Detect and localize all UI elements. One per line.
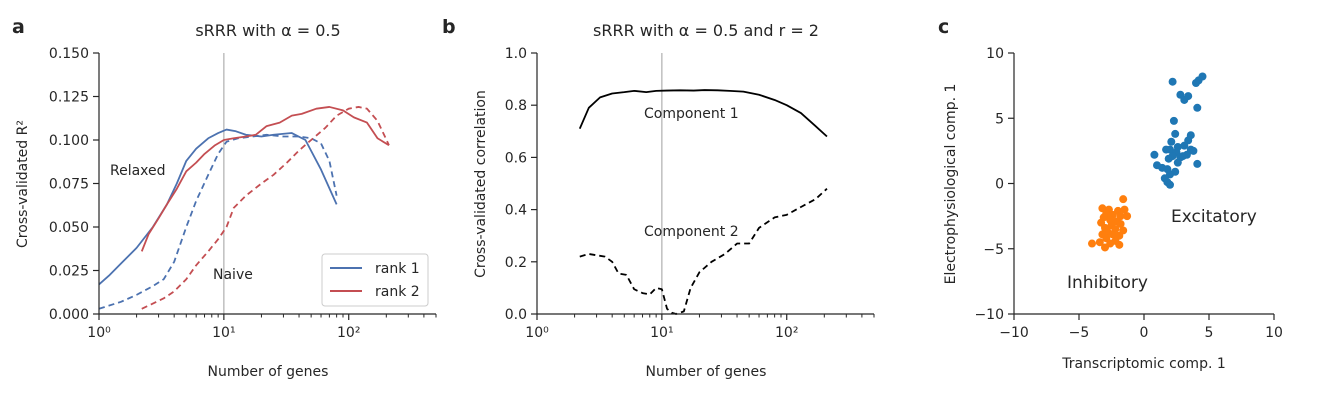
panel-c-plot-area: −10 −5 0 5 10 −10 −5 0 5 10 (974, 46, 1282, 341)
panel-b-ytick-label: 0.0 (505, 307, 527, 323)
panel-a-ytick-label: 0.025 (49, 264, 89, 280)
panel-c-series-excitatory-point-12 (1167, 137, 1176, 146)
panel-a-series-rank-1-line (98, 128, 338, 286)
panel-a-ytick-label: 0.075 (49, 177, 89, 193)
panel-c-series-inhibitory-point-9 (1123, 212, 1132, 221)
panel-c-ytick-label: −10 (974, 307, 1004, 323)
panel-a-ytick-label: 0.100 (49, 133, 89, 149)
panel-b-ytick-label: 0.2 (505, 255, 527, 271)
panel-b-series-component-1-line (578, 89, 828, 138)
panel-a-ylabel: Cross-validated R² (15, 120, 31, 248)
panel-c-annotation-inhibitory: Inhibitory (1067, 273, 1148, 293)
panel-c-ylabel: Electrophysiological comp. 1 (943, 84, 959, 285)
panel-c-xlabel: Transcriptomic comp. 1 (1061, 356, 1226, 372)
panel-b-title: sRRR with α = 0.5 and r = 2 (593, 21, 819, 40)
panel-c-series-excitatory-point-0 (1168, 77, 1177, 86)
panel-c-ytick-label: 0 (995, 177, 1004, 193)
panel-c-series-inhibitory-point-13 (1116, 219, 1125, 228)
panel-a-annotation-relaxed: Relaxed (110, 163, 166, 179)
panel-a-xtick-label: 10¹ (212, 325, 235, 341)
panel-c-annotation-excitatory: Excitatory (1171, 207, 1257, 227)
panel-c-series-inhibitory-point-20 (1108, 230, 1117, 239)
panel-a-xtick-label: 10² (337, 325, 360, 341)
panel-c-series-excitatory-point-3 (1192, 79, 1200, 88)
panel-b-plot-area: 10⁰ 10¹ 10² 0.0 0.2 0.4 0.6 0.8 1.0 (505, 46, 875, 341)
panel-b-xtick-label: 10¹ (650, 325, 673, 341)
panel-a-series-rank-2-line (140, 106, 390, 252)
panel-b-annotation-component-2: Component 2 (644, 224, 739, 240)
panel-c-series-excitatory-point-27 (1193, 159, 1202, 168)
panel-a-series-rank-1-naive-line (98, 133, 338, 310)
panel-c-series-excitatory-point-23 (1182, 150, 1191, 159)
panel-label-b: b (442, 16, 456, 38)
panel-c-series-excitatory-point-26 (1173, 158, 1182, 167)
panel-c-ytick-label: −5 (983, 242, 1004, 258)
panel-a-ytick-label: 0.150 (49, 46, 89, 62)
panel-c-xtick-label: 10 (1265, 325, 1283, 341)
panel-label-a: a (12, 16, 25, 38)
panel-c-ytick-label: 5 (995, 111, 1004, 127)
panel-a-chart: 10⁰ 10¹ 10² 0.000 0.025 0.050 0.075 0.100 0.125 0… (15, 21, 437, 380)
panel-c-series-excitatory-point-14 (1180, 141, 1189, 150)
panel-c-series-excitatory-point-6 (1184, 92, 1193, 101)
panel-c-xtick-label: −10 (999, 325, 1029, 341)
panel-a-annotation-naive: Naive (213, 267, 253, 283)
panel-c-series-excitatory-point-35 (1166, 180, 1174, 189)
panel-a-title: sRRR with α = 0.5 (195, 21, 340, 40)
panel-c-series-excitatory-point-2 (1198, 72, 1207, 81)
panel-b-xtick-label: 10⁰ (525, 325, 549, 341)
legend-label-rank-2: rank 2 (375, 284, 420, 300)
panel-a-legend: rank 1 rank 2 (321, 253, 429, 307)
panel-b-ytick-label: 0.6 (505, 150, 527, 166)
panel-b-series-component-2-line (579, 188, 828, 315)
panel-c-xtick-label: −5 (1069, 325, 1090, 341)
panel-c-series-excitatory (1150, 72, 1207, 189)
legend-label-rank-1: rank 1 (375, 261, 420, 277)
panel-b-ytick-label: 0.8 (505, 98, 527, 114)
panel-c-series-inhibitory-point-27 (1088, 239, 1096, 248)
panel-a-ytick-label: 0.125 (49, 90, 89, 106)
panel-c-series-excitatory-point-7 (1193, 103, 1202, 112)
panel-a-xtick-label: 10⁰ (87, 325, 111, 341)
panel-b-ylabel: Cross-validated correlation (473, 90, 489, 278)
panel-label-c: c (938, 16, 949, 38)
panel-c-series-excitatory-point-8 (1169, 116, 1178, 125)
panel-c-xtick-label: 0 (1140, 325, 1149, 341)
panel-a-ytick-label: 0.000 (49, 307, 89, 323)
panel-b-xlabel: Number of genes (646, 364, 767, 380)
panel-b-annotation-component-1: Component 1 (644, 106, 739, 122)
panel-a-xlabel: Number of genes (208, 364, 329, 380)
panel-c-series-inhibitory-point-28 (1101, 243, 1109, 252)
panel-c-series-excitatory-point-25 (1164, 154, 1173, 163)
panel-b-chart: 10⁰ 10¹ 10² 0.0 0.2 0.4 0.6 0.8 1.0 sRRR with α … (473, 21, 875, 380)
panel-c-series-excitatory-point-19 (1189, 146, 1198, 155)
panel-a-plot-area: 10⁰ 10¹ 10² 0.000 0.025 0.050 0.075 0.100 0.125 0… (49, 46, 437, 341)
panel-b-ytick-label: 0.4 (505, 203, 527, 219)
panel-b-ytick-label: 1.0 (505, 46, 527, 62)
panel-c-series-excitatory-point-9 (1171, 129, 1180, 138)
panel-c-series-inhibitory-point-26 (1115, 240, 1124, 249)
panel-b-xtick-label: 10² (775, 325, 798, 341)
panel-a-ytick-label: 0.050 (49, 220, 89, 236)
panel-c-series-inhibitory-point-24 (1095, 238, 1104, 247)
panel-c-ytick-label: 10 (986, 46, 1004, 62)
panel-c-series-excitatory-point-16 (1166, 145, 1174, 154)
panel-c-series-inhibitory-point-0 (1119, 195, 1128, 204)
panel-c-series-inhibitory-point-4 (1120, 205, 1129, 214)
panel-c-xtick-label: 5 (1205, 325, 1214, 341)
panel-c-series-inhibitory (1088, 195, 1132, 252)
panel-c-chart: −10 −5 0 5 10 −10 −5 0 5 10 Transcriptomic comp. … (943, 46, 1283, 372)
panel-c-series-excitatory-point-24 (1150, 150, 1159, 159)
